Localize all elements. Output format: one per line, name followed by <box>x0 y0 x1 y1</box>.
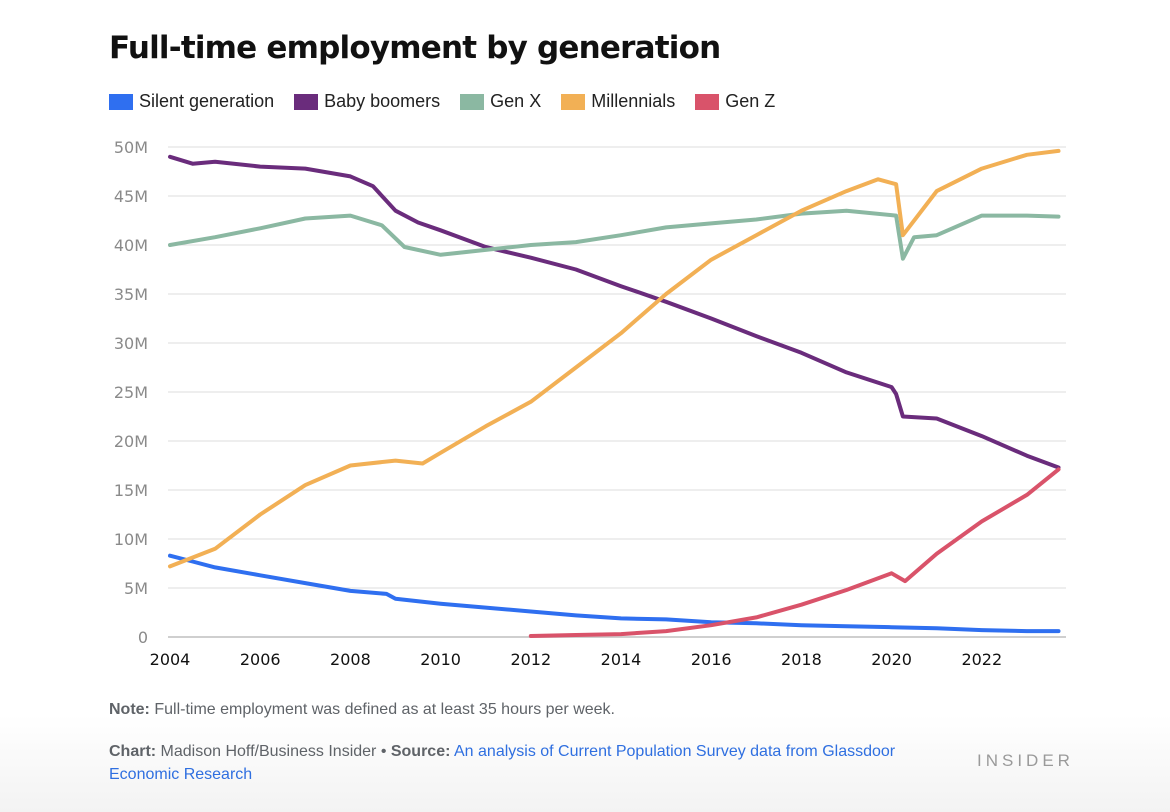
x-axis-ticks: 2004 2006 2008 2010 2012 2014 2016 2018 2020 2022 <box>150 650 1003 669</box>
series-line-gen-x <box>168 208 1061 261</box>
y-axis-ticks: 0 5M 10M 15M 20M 25M 30M 35M 40M 45M 50M <box>114 138 148 647</box>
series-line-gen-z <box>528 467 1061 638</box>
series-line-baby-boomers <box>168 154 1061 470</box>
legend-swatch <box>294 93 319 110</box>
legend-item-silent-generation: Silent generation <box>109 91 274 112</box>
credit: Chart: Madison Hoff/Business Insider • S… <box>109 740 969 786</box>
legend-label: Baby boomers <box>324 91 441 111</box>
x-tick-label: 2004 <box>150 650 191 669</box>
chart-title: Full-time employment by generation <box>109 30 721 66</box>
y-tick-label: 5M <box>124 579 148 598</box>
insider-logo: INSIDER <box>977 751 1074 770</box>
legend-item-baby-boomers: Baby boomers <box>294 91 440 112</box>
chart-credit-text: Madison Hoff/Business Insider • <box>156 743 391 760</box>
y-tick-label: 10M <box>114 530 148 549</box>
legend-item-gen-x: Gen X <box>460 91 541 112</box>
x-tick-label: 2010 <box>420 650 461 669</box>
y-tick-label: 30M <box>114 334 148 353</box>
gridlines <box>168 146 1066 638</box>
x-tick-label: 2018 <box>781 650 822 669</box>
y-tick-label: 45M <box>114 187 148 206</box>
legend: Silent generation Baby boomers Gen X Millen… <box>109 91 795 112</box>
legend-swatch <box>460 93 485 110</box>
note-text: Full-time employment was defined as at l… <box>149 701 615 718</box>
y-tick-label: 0 <box>138 628 148 647</box>
x-tick-label: 2014 <box>601 650 642 669</box>
y-tick-label: 40M <box>114 236 148 255</box>
legend-swatch <box>695 93 720 110</box>
y-tick-label: 20M <box>114 432 148 451</box>
x-tick-label: 2006 <box>240 650 281 669</box>
x-tick-label: 2022 <box>961 650 1002 669</box>
x-tick-label: 2020 <box>871 650 912 669</box>
legend-label: Gen Z <box>725 91 776 111</box>
legend-item-gen-z: Gen Z <box>695 91 775 112</box>
x-tick-label: 2008 <box>330 650 371 669</box>
y-tick-label: 50M <box>114 138 148 157</box>
chart-credit-label: Chart: <box>109 743 157 760</box>
y-tick-label: 15M <box>114 481 148 500</box>
y-tick-label: 25M <box>114 383 148 402</box>
note: Note: Full-time employment was defined a… <box>109 701 615 719</box>
x-tick-label: 2012 <box>510 650 551 669</box>
legend-label: Gen X <box>490 91 542 111</box>
series-lines <box>168 148 1061 638</box>
legend-label: Millennials <box>591 91 676 111</box>
legend-swatch <box>561 93 586 110</box>
series-line-millennials <box>168 148 1061 569</box>
legend-label: Silent generation <box>139 91 275 111</box>
legend-item-millennials: Millennials <box>561 91 675 112</box>
source-label: Source: <box>390 743 451 760</box>
series-line-silent-generation <box>168 553 1061 634</box>
note-label: Note: <box>109 701 150 718</box>
source-link[interactable]: An analysis of Current Population Survey… <box>109 743 896 783</box>
legend-swatch <box>109 93 133 110</box>
y-tick-label: 35M <box>114 285 148 304</box>
x-tick-label: 2016 <box>691 650 732 669</box>
